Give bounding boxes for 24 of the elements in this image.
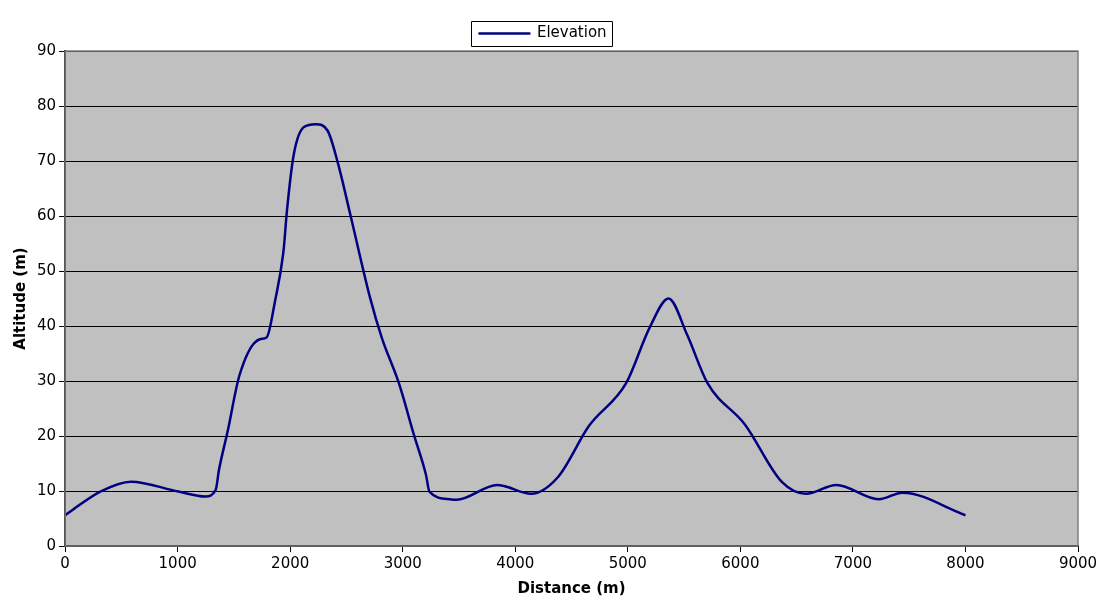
y-axis-title: Altitude (m) bbox=[10, 247, 29, 350]
x-tick-label: 2000 bbox=[271, 553, 310, 572]
x-tick-label: 7000 bbox=[833, 553, 872, 572]
x-tick-label: 8000 bbox=[946, 553, 985, 572]
x-tick-label: 5000 bbox=[608, 553, 647, 572]
y-tick-label: 20 bbox=[36, 425, 57, 444]
x-axis-title: Distance (m) bbox=[517, 578, 626, 597]
y-tick-label: 10 bbox=[36, 480, 57, 499]
y-tick-label: 30 bbox=[36, 370, 57, 389]
line-series bbox=[65, 122, 967, 517]
y-tick-label: 40 bbox=[36, 315, 57, 334]
y-tick-label: 0 bbox=[46, 535, 57, 554]
x-tick-label: 4000 bbox=[496, 553, 535, 572]
legend-label: Elevation bbox=[536, 23, 607, 42]
y-tick-label: 90 bbox=[36, 40, 57, 59]
x-tick-label: 3000 bbox=[383, 553, 422, 572]
x-tick-label: 0 bbox=[60, 553, 70, 572]
x-tick-label: 9000 bbox=[1058, 553, 1098, 572]
y-tick-label: 80 bbox=[36, 95, 57, 114]
x-tick-label: 1000 bbox=[158, 553, 197, 572]
x-tick-label: 6000 bbox=[721, 553, 760, 572]
y-tick-label: 60 bbox=[36, 205, 57, 224]
y-tick-label: 50 bbox=[36, 260, 57, 279]
y-tick-label: 70 bbox=[36, 150, 57, 169]
